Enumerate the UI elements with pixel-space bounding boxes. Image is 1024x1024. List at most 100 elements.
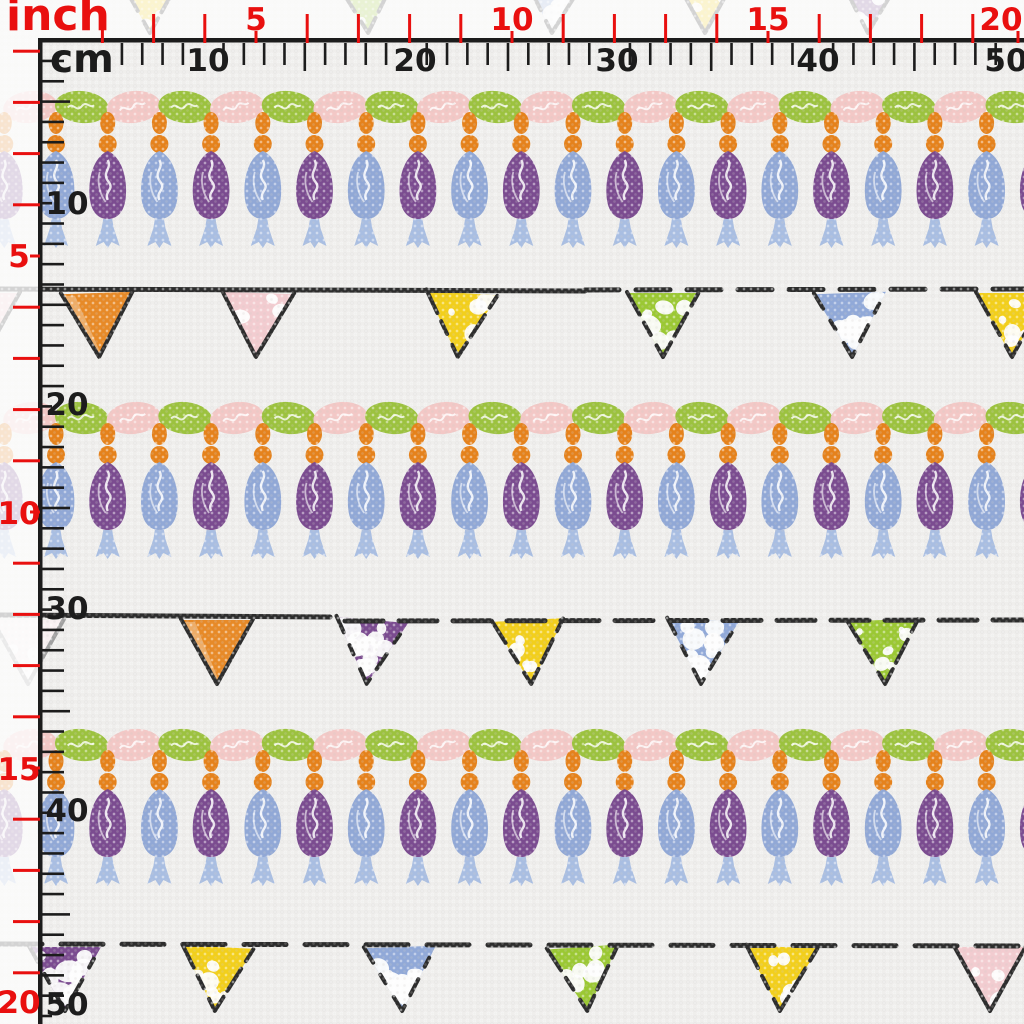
garland-bead [822, 773, 841, 791]
garland-bead [150, 446, 169, 464]
garland-bead [513, 423, 529, 445]
cm-tick [42, 770, 64, 774]
top-cm-ruler: 10 20 30 40 50 [120, 43, 1024, 79]
garland-ornament [399, 789, 437, 857]
garland-ornament [1019, 478, 1024, 522]
garland-ornament [502, 789, 540, 857]
garland-ornament [761, 151, 799, 219]
garland-bead [150, 135, 169, 153]
garland-leaf [882, 401, 936, 435]
inch-tick [13, 203, 40, 207]
garland-bead [617, 112, 633, 134]
cm-tick [42, 953, 64, 957]
garland-ornament [606, 151, 644, 219]
garland-tassel [250, 530, 275, 559]
garland-bead [979, 112, 995, 134]
garland-bead [667, 773, 686, 791]
garland-tassel [250, 857, 275, 886]
garland-ornament [658, 789, 695, 857]
cm-ruler-number: 30 [45, 591, 88, 627]
garland-bead [253, 773, 272, 791]
garland-ornament [864, 462, 902, 530]
cm-tick [42, 283, 64, 286]
garland-ornament [89, 789, 127, 857]
cm-tick [466, 43, 469, 65]
garland-leaf [520, 728, 575, 762]
garland-bead [100, 750, 116, 772]
cm-tick [547, 43, 550, 65]
garland-bead [255, 750, 271, 772]
garland-tassel [199, 857, 224, 886]
inch-tick [100, 14, 104, 43]
garland-bead [925, 135, 944, 153]
inch-tick [13, 971, 40, 975]
cm-ruler-number: 30 [595, 43, 638, 79]
garland-bead [150, 773, 169, 791]
garland-leaf [571, 401, 626, 435]
inch-tick [13, 868, 40, 872]
garland-bead [410, 112, 426, 134]
cm-tick [648, 43, 652, 65]
cm-tick [42, 872, 64, 876]
cm-tick [852, 43, 855, 65]
cm-tick [42, 222, 64, 225]
inch-tick [254, 31, 258, 43]
garland-bead [564, 135, 582, 153]
garland-tassel [509, 530, 534, 559]
cm-tick [42, 709, 70, 713]
cm-tick [42, 344, 64, 347]
garland-leaf [623, 401, 678, 435]
cm-tick [323, 43, 327, 65]
garland-bead [100, 423, 116, 445]
garland-leaf [54, 728, 109, 762]
garland-tassel [95, 219, 120, 248]
garland-bead [719, 773, 738, 791]
garland-ornament [554, 151, 592, 219]
garland-tassel [716, 857, 741, 886]
garland-leaf [468, 90, 523, 124]
garland-bead [202, 135, 221, 153]
cm-ruler-number: 40 [796, 43, 839, 79]
garland-leaf [54, 401, 109, 435]
cm-tick [42, 811, 52, 815]
cm-ruler-bar-left [38, 38, 43, 1024]
cm-ruler-number: 20 [45, 387, 88, 423]
garland-leaf [675, 401, 730, 435]
garland-bead [874, 446, 893, 464]
garland-leaf [365, 728, 419, 762]
inch-tick [1016, 31, 1020, 43]
garland-bead [977, 446, 996, 464]
garland-leaf [416, 728, 471, 762]
cm-tick [42, 303, 70, 307]
garland-ornament [864, 151, 902, 219]
garland-bead [925, 773, 944, 791]
cm-tick [628, 43, 632, 65]
garland-bead [770, 446, 789, 464]
garland-ornament [141, 462, 178, 530]
garland-leaf [830, 401, 885, 435]
garland-bead [460, 135, 479, 153]
cm-tick [222, 43, 225, 65]
cm-ruler-number: 40 [45, 793, 88, 829]
garland-ornament [244, 462, 282, 530]
garland-ornament [399, 462, 437, 530]
garland-ornament [813, 462, 850, 530]
garland-tassel [561, 857, 585, 886]
cm-tick [42, 201, 52, 205]
garland-bead [977, 773, 996, 791]
garland-bead [874, 773, 893, 791]
garland-bead [151, 423, 167, 445]
garland-ornament [347, 462, 385, 530]
garland-tassel [767, 530, 792, 559]
cm-tick [42, 323, 64, 327]
inch-ruler-number: 20 [0, 985, 41, 1021]
cm-tick [42, 181, 64, 185]
garland-ornament [813, 151, 850, 219]
garland-bead [255, 112, 271, 134]
garland-leaf [54, 90, 109, 124]
garland-bead [770, 773, 789, 791]
garland-leaf [313, 401, 368, 435]
garland-bead [47, 446, 65, 464]
garland-bead [305, 446, 324, 464]
